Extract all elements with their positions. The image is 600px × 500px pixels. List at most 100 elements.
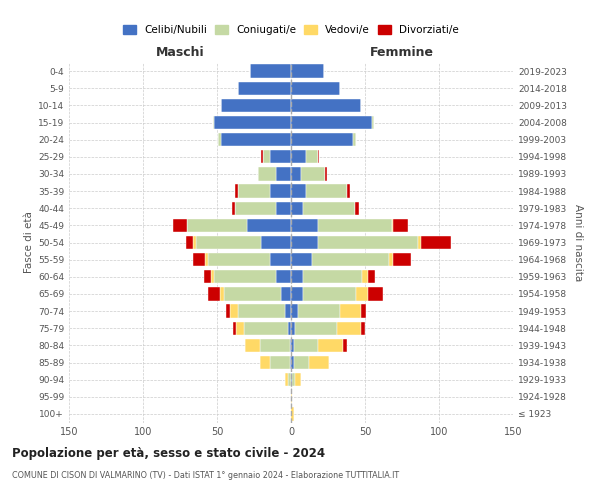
- Bar: [356, 287, 368, 300]
- Bar: [353, 133, 356, 146]
- Bar: [196, 236, 262, 249]
- Bar: [301, 167, 325, 180]
- Bar: [214, 270, 276, 283]
- Bar: [276, 270, 291, 283]
- Bar: [214, 116, 291, 129]
- Bar: [193, 236, 196, 249]
- Bar: [298, 304, 340, 318]
- Bar: [244, 322, 288, 335]
- Bar: [291, 202, 303, 215]
- Bar: [259, 167, 276, 180]
- Bar: [295, 373, 301, 386]
- Bar: [238, 304, 285, 318]
- Bar: [291, 356, 294, 369]
- Bar: [247, 218, 291, 232]
- Bar: [290, 356, 291, 369]
- Bar: [262, 150, 263, 164]
- Bar: [276, 167, 291, 180]
- Bar: [211, 270, 214, 283]
- Bar: [270, 356, 290, 369]
- Bar: [373, 116, 374, 129]
- Bar: [173, 218, 187, 232]
- Bar: [361, 322, 365, 335]
- Bar: [291, 390, 292, 404]
- Bar: [193, 253, 205, 266]
- Bar: [291, 133, 353, 146]
- Bar: [285, 373, 288, 386]
- Bar: [291, 304, 298, 318]
- Bar: [235, 202, 276, 215]
- Bar: [393, 218, 408, 232]
- Bar: [306, 184, 347, 198]
- Bar: [208, 287, 220, 300]
- Bar: [291, 116, 373, 129]
- Bar: [340, 304, 361, 318]
- Y-axis label: Fasce di età: Fasce di età: [24, 212, 34, 274]
- Bar: [291, 218, 317, 232]
- Bar: [221, 133, 291, 146]
- Bar: [281, 287, 291, 300]
- Bar: [325, 167, 326, 180]
- Bar: [230, 304, 238, 318]
- Bar: [291, 82, 340, 95]
- Bar: [295, 322, 337, 335]
- Bar: [288, 373, 291, 386]
- Bar: [245, 338, 260, 352]
- Bar: [421, 236, 451, 249]
- Bar: [337, 322, 361, 335]
- Bar: [236, 322, 244, 335]
- Bar: [317, 338, 343, 352]
- Bar: [205, 253, 208, 266]
- Bar: [285, 304, 291, 318]
- Bar: [220, 287, 224, 300]
- Bar: [291, 98, 361, 112]
- Text: COMUNE DI CISON DI VALMARINO (TV) - Dati ISTAT 1° gennaio 2024 - Elaborazione TU: COMUNE DI CISON DI VALMARINO (TV) - Dati…: [12, 472, 399, 480]
- Bar: [362, 270, 368, 283]
- Bar: [294, 356, 309, 369]
- Legend: Celibi/Nubili, Coniugati/e, Vedovi/e, Divorziati/e: Celibi/Nubili, Coniugati/e, Vedovi/e, Di…: [119, 21, 463, 40]
- Bar: [292, 373, 295, 386]
- Bar: [392, 218, 393, 232]
- Bar: [276, 202, 291, 215]
- Text: Femmine: Femmine: [370, 46, 434, 59]
- Bar: [355, 202, 359, 215]
- Text: Popolazione per età, sesso e stato civile - 2024: Popolazione per età, sesso e stato civil…: [12, 448, 325, 460]
- Y-axis label: Anni di nascita: Anni di nascita: [572, 204, 583, 281]
- Bar: [260, 356, 270, 369]
- Bar: [291, 150, 306, 164]
- Bar: [250, 64, 291, 78]
- Bar: [270, 184, 291, 198]
- Bar: [317, 236, 418, 249]
- Bar: [218, 133, 221, 146]
- Bar: [347, 184, 350, 198]
- Bar: [208, 253, 270, 266]
- Bar: [309, 356, 329, 369]
- Bar: [262, 236, 291, 249]
- Bar: [291, 236, 317, 249]
- Bar: [186, 236, 193, 249]
- Bar: [368, 270, 376, 283]
- Bar: [224, 287, 281, 300]
- Bar: [263, 150, 270, 164]
- Bar: [291, 167, 301, 180]
- Bar: [368, 287, 383, 300]
- Bar: [187, 218, 247, 232]
- Bar: [233, 322, 236, 335]
- Bar: [361, 304, 367, 318]
- Bar: [260, 338, 290, 352]
- Bar: [317, 150, 319, 164]
- Bar: [303, 287, 356, 300]
- Text: Maschi: Maschi: [155, 46, 205, 59]
- Bar: [270, 253, 291, 266]
- Bar: [221, 98, 291, 112]
- Bar: [291, 373, 292, 386]
- Bar: [235, 184, 238, 198]
- Bar: [303, 270, 362, 283]
- Bar: [238, 82, 291, 95]
- Bar: [312, 253, 389, 266]
- Bar: [343, 338, 347, 352]
- Bar: [212, 116, 214, 129]
- Bar: [418, 236, 421, 249]
- Bar: [232, 202, 235, 215]
- Bar: [288, 322, 291, 335]
